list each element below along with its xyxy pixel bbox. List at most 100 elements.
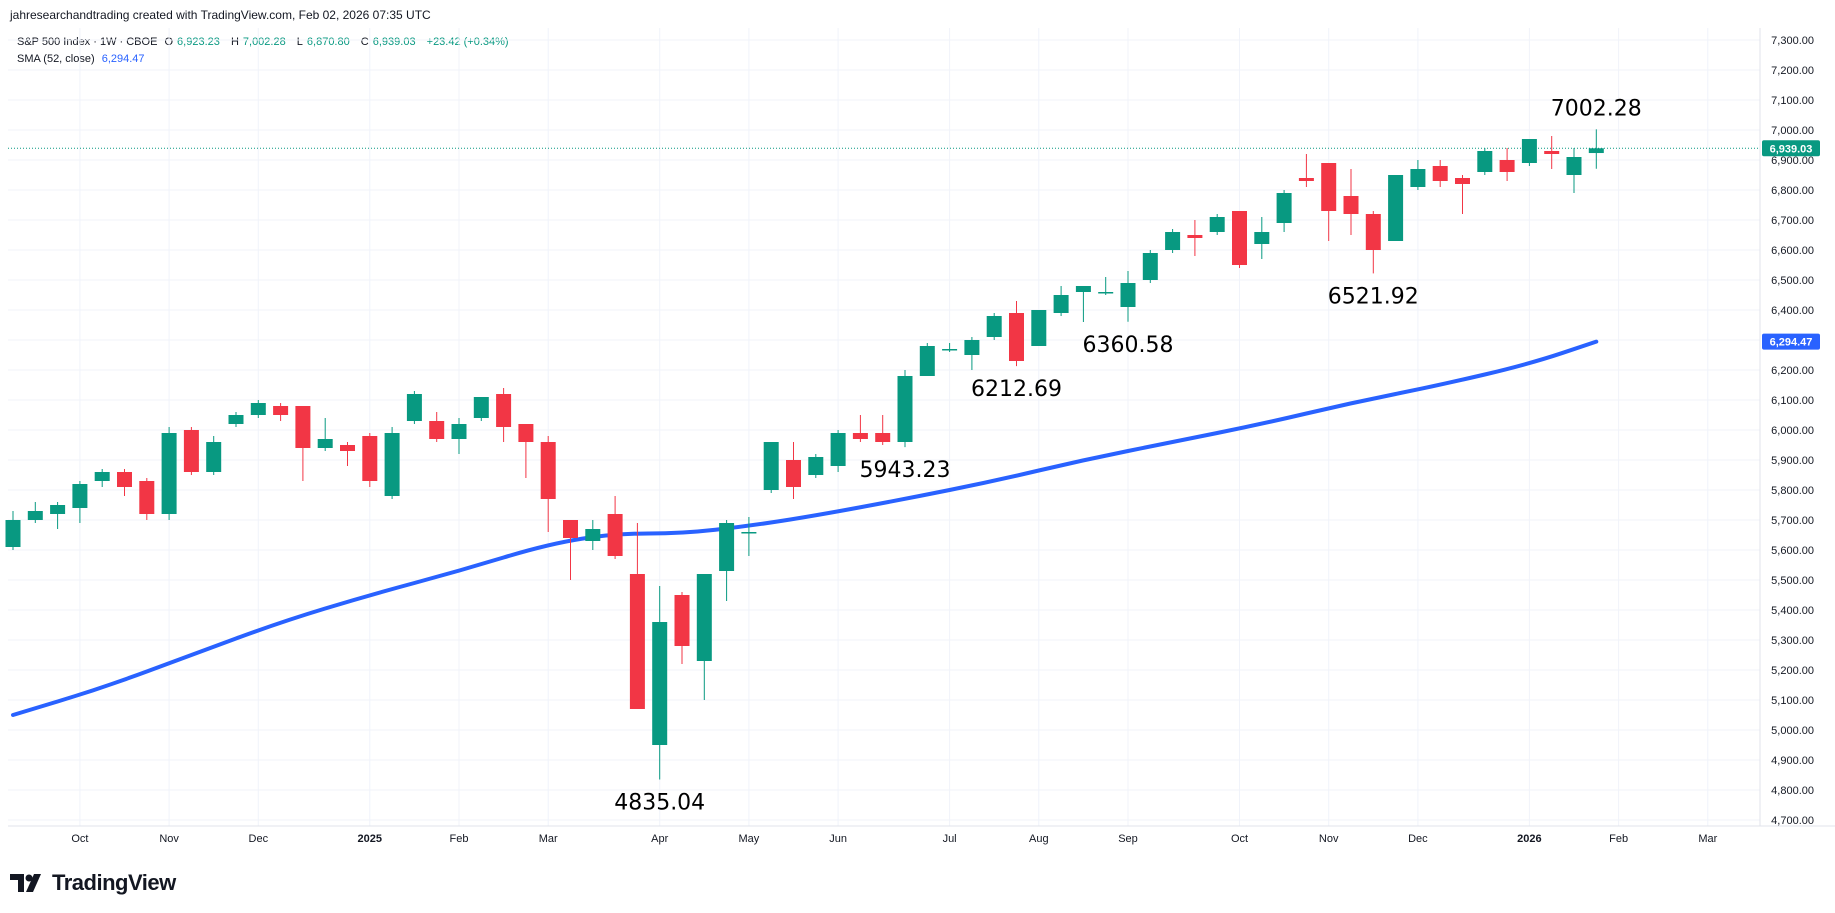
candle-up[interactable]	[696, 574, 712, 661]
candle-up[interactable]	[473, 397, 489, 418]
candle-down[interactable]	[1499, 160, 1515, 172]
candle-up[interactable]	[1276, 193, 1292, 223]
candle-up[interactable]	[964, 340, 980, 355]
candle-down[interactable]	[674, 595, 690, 646]
sma-label[interactable]: SMA (52, close)	[17, 53, 95, 65]
candle-down[interactable]	[1187, 235, 1203, 238]
y-tick-label: 5,200.00	[1771, 665, 1814, 677]
candle-up[interactable]	[1031, 310, 1047, 346]
candle-up[interactable]	[1410, 169, 1426, 187]
y-tick-label: 5,000.00	[1771, 725, 1814, 737]
candle-up[interactable]	[741, 532, 757, 534]
annotations: 4835.04 5943.23 6212.69 6360.58 6521.92 7002.…	[614, 96, 1642, 815]
candle-down[interactable]	[1009, 313, 1024, 361]
candle-down[interactable]	[340, 445, 355, 451]
sma-line[interactable]	[11, 339, 1599, 717]
candle-up[interactable]	[250, 403, 266, 415]
candle-up[interactable]	[919, 346, 935, 376]
candle-up[interactable]	[1566, 157, 1582, 175]
candle-up[interactable]	[1254, 232, 1270, 244]
candle-down[interactable]	[607, 514, 623, 556]
candle-down[interactable]	[496, 394, 512, 427]
time-axis[interactable]: Oct Nov Dec 2025 Feb Mar Apr May Jun Jul Aug Sep Oct…	[71, 833, 1717, 845]
x-tick-label: Nov	[1319, 833, 1339, 845]
candle-down[interactable]	[786, 460, 801, 487]
legend-symbol-row: S&P 500 Index · 1W · CBOE O6,923.23 H7,0…	[17, 34, 513, 51]
candle-up[interactable]	[1053, 295, 1069, 313]
candle-down[interactable]	[852, 433, 868, 439]
candle-up[interactable]	[50, 505, 66, 514]
tradingview-logo-text: TradingView	[52, 870, 176, 895]
tradingview-logo[interactable]: TradingView	[10, 868, 176, 898]
tradingview-logo-icon	[10, 874, 41, 892]
price-annotation: 6521.92	[1328, 284, 1419, 309]
candle-down[interactable]	[273, 406, 289, 415]
candle-down[interactable]	[1298, 178, 1314, 181]
candle-down[interactable]	[139, 481, 155, 514]
candle-up[interactable]	[1209, 217, 1225, 232]
candle-up[interactable]	[1098, 292, 1114, 294]
candle-up[interactable]	[406, 394, 422, 421]
candle-up[interactable]	[1075, 286, 1091, 292]
candle-up[interactable]	[1120, 283, 1136, 307]
candle-up[interactable]	[1588, 148, 1604, 154]
price-annotation: 7002.28	[1551, 96, 1642, 121]
candle-down[interactable]	[629, 574, 645, 709]
candle-up[interactable]	[384, 433, 400, 496]
candle-down[interactable]	[1232, 211, 1247, 265]
candle-up[interactable]	[585, 529, 601, 541]
y-tick-label: 6,900.00	[1771, 155, 1814, 167]
candle-up[interactable]	[1142, 253, 1158, 280]
candle-down[interactable]	[1544, 151, 1560, 154]
candle-up[interactable]	[942, 349, 958, 351]
candle-up[interactable]	[161, 433, 177, 514]
last-price-badge-text: 6,939.03	[1770, 143, 1813, 155]
candle-up[interactable]	[830, 433, 846, 466]
candle-down[interactable]	[1321, 163, 1337, 211]
candle-up[interactable]	[652, 622, 668, 745]
candle-down[interactable]	[1432, 166, 1448, 181]
candle-down[interactable]	[429, 421, 445, 439]
high-label: H	[230, 36, 239, 48]
legend-sma-row: SMA (52, close) 6,294.47	[17, 51, 513, 68]
price-annotation: 6360.58	[1083, 333, 1174, 358]
candle-down[interactable]	[295, 406, 311, 448]
legend: S&P 500 Index · 1W · CBOE O6,923.23 H7,0…	[17, 34, 513, 68]
candle-up[interactable]	[5, 520, 21, 547]
candle-down[interactable]	[117, 472, 132, 487]
candle-down[interactable]	[362, 436, 378, 481]
candle-down[interactable]	[540, 442, 556, 499]
last-price-badge: 6,939.03	[1762, 140, 1820, 157]
candle-up[interactable]	[1521, 139, 1537, 163]
symbol-label[interactable]: S&P 500 Index · 1W · CBOE	[17, 36, 158, 48]
candle-up[interactable]	[94, 472, 110, 481]
candle-down[interactable]	[875, 433, 891, 442]
candle-up[interactable]	[317, 439, 333, 448]
candle-down[interactable]	[1455, 178, 1470, 184]
candle-down[interactable]	[563, 520, 578, 538]
candle-up[interactable]	[1388, 175, 1404, 241]
candle-down[interactable]	[183, 430, 199, 472]
candle-up[interactable]	[206, 442, 222, 472]
candle-down[interactable]	[1343, 196, 1359, 214]
grid	[8, 28, 1760, 826]
candle-up[interactable]	[808, 457, 824, 475]
x-tick-label: 2025	[358, 833, 382, 845]
candle-up[interactable]	[72, 484, 88, 508]
y-tick-label: 6,500.00	[1771, 275, 1814, 287]
candle-up[interactable]	[897, 376, 913, 442]
candle-up[interactable]	[1477, 151, 1493, 172]
candle-up[interactable]	[451, 424, 467, 439]
candle-up[interactable]	[986, 316, 1002, 337]
candle-down[interactable]	[1365, 214, 1381, 250]
candle-up[interactable]	[1165, 232, 1181, 250]
candle-down[interactable]	[518, 424, 534, 442]
candle-up[interactable]	[763, 442, 779, 490]
candle-up[interactable]	[719, 523, 735, 571]
x-tick-label: Jul	[943, 833, 957, 845]
candle-up[interactable]	[228, 415, 244, 424]
price-annotation: 4835.04	[614, 790, 705, 815]
price-axis[interactable]: 7,300.00 7,200.00 7,100.00 7,000.00 6,900.00…	[1771, 35, 1814, 827]
candle-up[interactable]	[27, 511, 43, 520]
